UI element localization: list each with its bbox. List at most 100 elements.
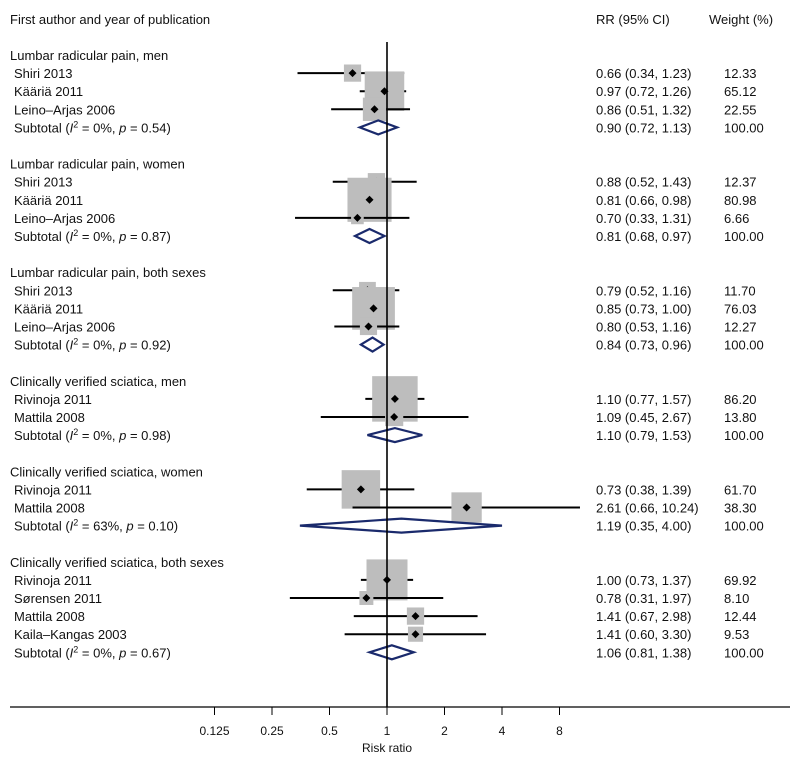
study-label: Kaila–Kangas 2003 — [14, 627, 127, 642]
point-estimate — [365, 195, 374, 204]
x-tick-label: 0.125 — [199, 724, 229, 738]
weight-value: 61.70 — [724, 482, 757, 497]
point-estimate — [390, 413, 399, 421]
study-label: Rivinoja 2011 — [14, 573, 92, 588]
weight-value: 6.66 — [724, 211, 749, 226]
weight-value: 12.27 — [724, 320, 757, 335]
weight-value: 100.00 — [724, 120, 764, 135]
subtotal-label-part: 2 — [73, 228, 78, 238]
subtotal-label-part: = 0%, — [78, 229, 119, 244]
x-tick-label: 0.5 — [321, 724, 338, 738]
subtotal-label-part: I — [70, 645, 74, 660]
pooled-diamond — [365, 644, 418, 661]
subtotal-label-part: = 63%, — [78, 519, 126, 534]
subtotal-label-part: 2 — [73, 337, 78, 347]
subtotal-label-part: 2 — [73, 119, 78, 129]
subtotal-label-part: I — [70, 519, 74, 534]
weight-value: 11.70 — [724, 283, 756, 298]
subtotal-label-part: I — [70, 120, 74, 135]
subtotal-label-part: Subtotal ( — [14, 519, 70, 534]
group-title: Lumbar radicular pain, women — [10, 157, 185, 172]
weight-value: 12.44 — [724, 609, 757, 624]
subtotal-label-part: 2 — [73, 518, 78, 528]
subtotal-label-part: I — [70, 229, 74, 244]
rr-ci-value: 0.97 (0.72, 1.26) — [596, 84, 691, 99]
subtotal-label-part: = 0.67) — [126, 645, 170, 660]
weight-value: 9.53 — [724, 627, 749, 642]
pooled-diamond — [356, 119, 401, 136]
rr-ci-value: 0.84 (0.73, 0.96) — [596, 338, 691, 353]
rr-ci-value: 1.41 (0.60, 3.30) — [596, 627, 691, 642]
rr-ci-value: 0.79 (0.52, 1.16) — [596, 283, 691, 298]
pooled-diamond — [358, 336, 386, 353]
weight-value: 12.37 — [724, 175, 757, 190]
x-tick-label: 4 — [499, 724, 506, 738]
subtotal-label: Subtotal (I2 = 0%, p = 0.67) — [14, 644, 171, 660]
subtotal-label-part: = 0%, — [78, 338, 119, 353]
subtotal-label-part: = 0.98) — [126, 428, 170, 443]
x-tick-label: 2 — [441, 724, 448, 738]
rr-ci-value: 0.70 (0.33, 1.31) — [596, 211, 691, 226]
subtotal-label: Subtotal (I2 = 63%, p = 0.10) — [14, 518, 178, 534]
point-estimate — [353, 213, 362, 222]
subtotal-label-part: I — [70, 338, 74, 353]
subtotal-label-part: p — [118, 229, 126, 244]
x-tick-label: 8 — [556, 724, 563, 738]
study-label: Kääriä 2011 — [14, 193, 83, 208]
subtotal-label-part: Subtotal ( — [14, 338, 70, 353]
weight-value: 100.00 — [724, 338, 764, 353]
point-estimate — [356, 485, 365, 494]
rr-ci-value: 1.06 (0.81, 1.38) — [596, 645, 691, 660]
x-tick-label: 1 — [384, 724, 391, 738]
rr-ci-value: 0.73 (0.38, 1.39) — [596, 482, 691, 497]
point-estimate — [348, 69, 357, 78]
rr-ci-value: 0.81 (0.68, 0.97) — [596, 229, 691, 244]
weight-value: 69.92 — [724, 573, 757, 588]
study-label: Leino–Arjas 2006 — [14, 320, 115, 335]
weight-value: 80.98 — [724, 193, 757, 208]
group-title: Lumbar radicular pain, men — [10, 48, 168, 63]
subtotal-label-part: Subtotal ( — [14, 229, 70, 244]
rr-ci-value: 1.00 (0.73, 1.37) — [596, 573, 691, 588]
subtotal-label-part: = 0.92) — [126, 338, 170, 353]
study-label: Rivinoja 2011 — [14, 482, 92, 497]
subtotal-label-part: 2 — [73, 644, 78, 654]
subtotal-label-part: p — [118, 338, 126, 353]
subtotal-label-part: Subtotal ( — [14, 120, 70, 135]
subtotal-label: Subtotal (I2 = 0%, p = 0.54) — [14, 119, 171, 135]
rr-ci-value: 1.09 (0.45, 2.67) — [596, 410, 691, 425]
subtotal-label-part: Subtotal ( — [14, 645, 70, 660]
weight-value: 8.10 — [724, 591, 749, 606]
rr-ci-value: 0.86 (0.51, 1.32) — [596, 102, 691, 117]
subtotal-label-part: = 0%, — [78, 428, 119, 443]
study-label: Mattila 2008 — [14, 410, 85, 425]
subtotal-label: Subtotal (I2 = 0%, p = 0.98) — [14, 427, 171, 443]
weight-value: 13.80 — [724, 410, 757, 425]
point-estimate — [370, 105, 379, 114]
study-label: Rivinoja 2011 — [14, 392, 92, 407]
study-label: Shiri 2013 — [14, 175, 73, 190]
subtotal-label-part: p — [118, 428, 126, 443]
weight-value: 38.30 — [724, 501, 757, 516]
point-estimate — [411, 630, 420, 639]
point-estimate — [364, 322, 373, 331]
subtotal-label-part: 2 — [73, 427, 78, 437]
study-label: Shiri 2013 — [14, 283, 73, 298]
weight-value: 86.20 — [724, 392, 757, 407]
subtotal-label: Subtotal (I2 = 0%, p = 0.87) — [14, 228, 171, 244]
subtotal-label-part: = 0%, — [78, 645, 119, 660]
point-estimate — [390, 394, 399, 403]
weight-value: 100.00 — [724, 428, 764, 443]
rr-ci-value: 0.66 (0.34, 1.23) — [596, 66, 691, 81]
weight-value: 65.12 — [724, 84, 757, 99]
subtotal-label-part: I — [70, 428, 74, 443]
rr-ci-value: 0.81 (0.66, 0.98) — [596, 193, 691, 208]
subtotal-label-part: Subtotal ( — [14, 428, 70, 443]
rr-ci-value: 1.41 (0.67, 2.98) — [596, 609, 691, 624]
header-rr: RR (95% CI) — [596, 12, 670, 27]
study-label: Kääriä 2011 — [14, 301, 83, 316]
forest-rows: Lumbar radicular pain, men Shiri 2013 0.66… — [10, 42, 764, 707]
group-title: Clinically verified sciatica, men — [10, 374, 186, 389]
rr-ci-value: 0.88 (0.52, 1.43) — [596, 175, 691, 190]
